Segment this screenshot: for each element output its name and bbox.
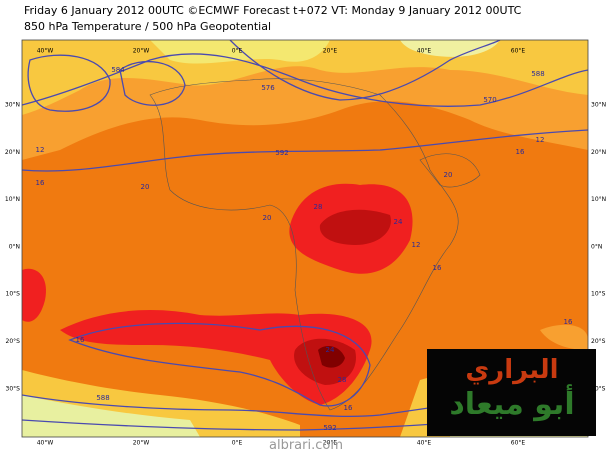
contour — [22, 129, 588, 172]
longitude-label: 20°E — [323, 440, 338, 447]
contour-label: 584 — [111, 66, 125, 74]
latitude-label: 10°S — [591, 291, 606, 298]
mild-band — [22, 40, 588, 115]
contour-label: 28 — [314, 203, 323, 211]
latitude-label: 10°N — [5, 196, 20, 203]
contour-label: 20 — [141, 183, 150, 191]
contour-label: 576 — [261, 84, 275, 92]
latitude-label: 20°N — [591, 149, 606, 156]
contour — [119, 60, 186, 106]
contour — [27, 54, 111, 112]
contour-label: 24 — [326, 346, 335, 354]
latitude-label: 30°S — [6, 385, 21, 392]
latitude-label: 20°S — [6, 338, 21, 345]
map-frame — [21, 39, 589, 438]
latitude-label: 0°N — [591, 243, 602, 250]
contour-label: 588 — [531, 70, 544, 78]
latitude-label: 20°N — [5, 149, 20, 156]
hot-area — [60, 310, 372, 405]
contour — [68, 322, 371, 407]
contour-label: 16 — [564, 318, 573, 326]
latitude-label: 0°N — [9, 243, 20, 250]
contour-label: 16 — [344, 404, 353, 412]
cool-area — [150, 40, 330, 64]
contour-label: 12 — [536, 136, 545, 144]
header-line-2: 850 hPa Temperature / 500 hPa Geopotenti… — [24, 20, 271, 33]
longitude-label: 60°E — [511, 48, 526, 55]
contour-label: 24 — [394, 218, 403, 226]
coastline — [149, 78, 459, 411]
latitude-label: 10°N — [591, 196, 606, 203]
longitude-label: 40°E — [417, 440, 432, 447]
watermark-line-2: أبو ميعاد — [449, 384, 574, 422]
contour-label: 16 — [516, 148, 525, 156]
contour — [229, 40, 501, 101]
watermark-box — [427, 349, 596, 436]
longitude-label: 40°E — [417, 48, 432, 55]
latitude-label: 10°S — [6, 291, 21, 298]
contour-label: 570 — [483, 96, 496, 104]
longitude-label: 40°W — [37, 48, 54, 55]
longitude-label: 20°W — [133, 440, 150, 447]
header-line-1: Friday 6 January 2012 00UTC ©ECMWF Forec… — [24, 4, 522, 17]
contour-label: 16 — [36, 179, 45, 187]
contour-label: 588 — [96, 394, 109, 402]
longitude-label: 0°E — [232, 440, 243, 447]
contour-label: 12 — [412, 241, 421, 249]
hot-area — [22, 268, 46, 322]
cool-area — [400, 40, 500, 57]
contour-label: 12 — [36, 146, 45, 154]
warm-band — [540, 324, 588, 350]
longitude-label: 20°E — [323, 48, 338, 55]
hottest-area — [318, 346, 345, 368]
contour-label: 28 — [338, 376, 347, 384]
latitude-label: 30°N — [591, 102, 606, 109]
latitude-label: 20°S — [591, 338, 606, 345]
latitude-label: 30°S — [591, 385, 606, 392]
contour-label: 16 — [76, 336, 85, 344]
contour-label: 20 — [263, 214, 272, 222]
latitude-label: 30°N — [5, 102, 20, 109]
coastline — [419, 153, 481, 188]
watermark-site: albrari.com — [269, 438, 343, 453]
very-hot-area — [319, 209, 391, 245]
contour-label: 20 — [444, 171, 453, 179]
longitude-label: 60°E — [511, 440, 526, 447]
contour-label: 16 — [433, 264, 442, 272]
contour — [22, 53, 588, 107]
contour-label: 592 — [275, 149, 288, 157]
longitude-label: 0°E — [232, 48, 243, 55]
longitude-label: 20°W — [133, 48, 150, 55]
map-labels: 40°W 40°W 20°W 20°W 0°E 0°E 20°E 20°E 40°E 40°E 60… — [5, 48, 606, 447]
contour-label: 592 — [323, 424, 336, 432]
longitude-label: 40°W — [37, 440, 54, 447]
watermark-line-1: البراري — [465, 355, 558, 385]
